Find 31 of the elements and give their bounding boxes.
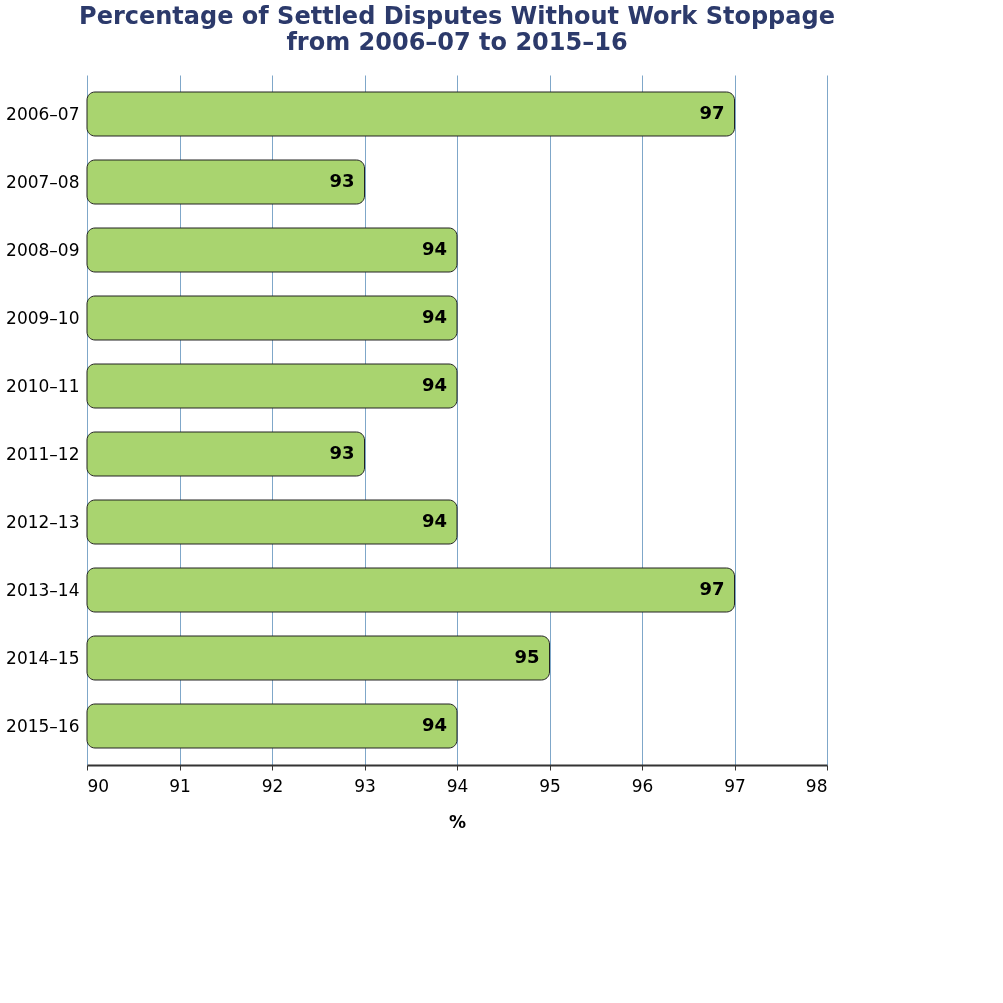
data-label: 97 — [699, 578, 725, 599]
y-tick-label: 2014–15 — [6, 647, 80, 668]
y-tick-label: 2007–08 — [6, 171, 80, 192]
x-tick-label: 95 — [539, 775, 561, 796]
x-tick-label: 91 — [169, 775, 191, 796]
x-axis-title: % — [448, 811, 467, 832]
data-label: 93 — [329, 442, 355, 463]
y-tick-label: 2006–07 — [6, 103, 80, 124]
data-label: 95 — [514, 646, 540, 667]
y-tick-label: 2015–16 — [6, 715, 80, 736]
data-label: 94 — [421, 306, 447, 327]
data-label: 94 — [421, 238, 447, 259]
chart-title: Percentage of Settled Disputes Without Work Stoppage from 2006–07 to 2015–16 — [79, 2, 835, 56]
data-label: 93 — [329, 170, 355, 191]
data-label: 94 — [421, 510, 447, 531]
x-tick-label: 98 — [805, 775, 828, 796]
x-tick-label: 90 — [87, 775, 110, 796]
data-label: 94 — [421, 714, 447, 735]
y-tick-label: 2008–09 — [6, 239, 80, 260]
y-tick-label: 2011–12 — [6, 443, 80, 464]
x-tick-label: 97 — [724, 775, 746, 796]
x-tick-label: 93 — [354, 775, 376, 796]
y-tick-label: 2010–11 — [6, 375, 80, 396]
y-tick-label: 2009–10 — [6, 307, 80, 328]
data-label: 94 — [421, 374, 447, 395]
x-tick-label: 92 — [261, 775, 284, 796]
x-tick-label: 96 — [631, 775, 654, 796]
x-tick-label: 94 — [446, 775, 469, 796]
data-label: 97 — [699, 102, 725, 123]
y-tick-label: 2012–13 — [6, 511, 80, 532]
y-tick-label: 2013–14 — [6, 579, 80, 600]
